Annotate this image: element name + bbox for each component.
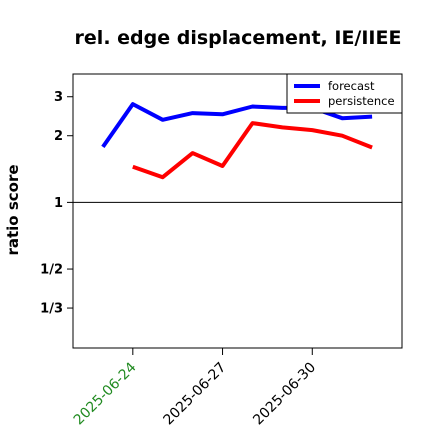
x-tick-label: 2025-06-27 (161, 360, 230, 429)
x-tick-label: 2025-06-30 (250, 360, 319, 429)
legend-label-forecast: forecast (328, 79, 375, 93)
y-tick-label: 1 (54, 196, 63, 211)
y-tick-label: 1/3 (40, 302, 63, 317)
legend-box (286, 73, 403, 114)
series-line-persistence (132, 121, 373, 180)
y-tick-label: 2 (54, 129, 63, 144)
legend-label-persistence: persistence (328, 94, 395, 108)
x-tick-label: 2025-06-24 (71, 359, 140, 428)
y-axis-label: ratio score (4, 164, 22, 255)
series-lines (101, 102, 373, 180)
plot-area-frame (72, 73, 403, 349)
y-tick-label: 3 (54, 90, 63, 105)
x-axis: 2025-06-24 2025-06-27 2025-06-30 (71, 348, 319, 428)
chart-title: rel. edge displacement, IE/IIEE (75, 27, 402, 49)
legend: forecast persistence (286, 73, 403, 114)
y-axis: 1/3 1/2 1 2 3 (40, 90, 73, 317)
y-tick-label: 1/2 (40, 263, 63, 278)
